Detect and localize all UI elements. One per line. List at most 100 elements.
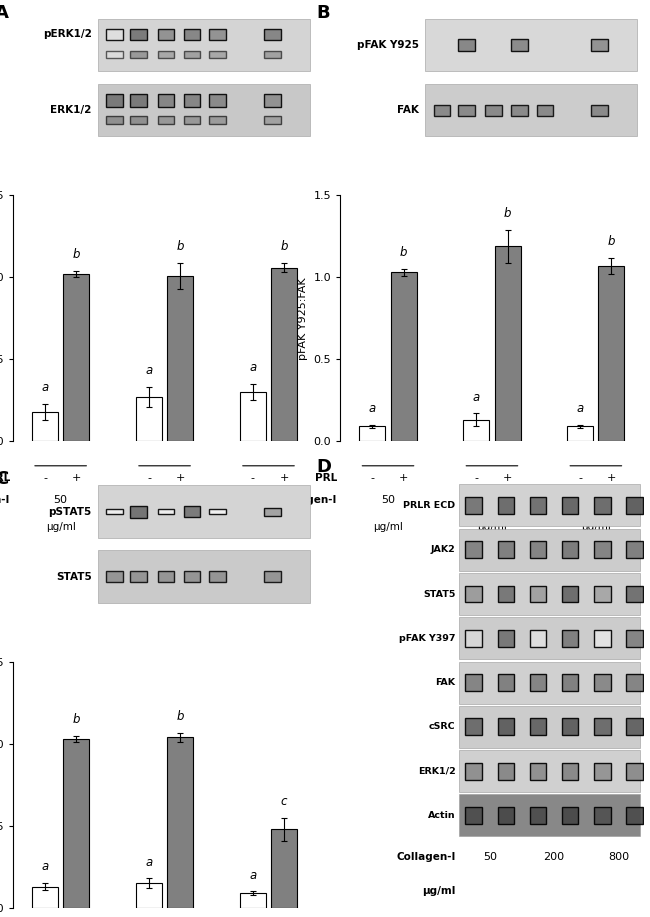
Text: a: a [369, 402, 376, 415]
Text: pFAK Y925: pFAK Y925 [358, 40, 419, 50]
Y-axis label: pFAK Y925:FAK: pFAK Y925:FAK [298, 277, 308, 359]
Text: 50: 50 [483, 852, 497, 862]
Bar [240, 392, 266, 441]
FancyBboxPatch shape [594, 763, 610, 779]
FancyBboxPatch shape [459, 750, 640, 792]
Text: 50: 50 [54, 495, 68, 505]
Text: pSTAT5: pSTAT5 [49, 507, 92, 516]
FancyBboxPatch shape [594, 807, 610, 823]
FancyBboxPatch shape [425, 83, 638, 137]
FancyBboxPatch shape [158, 28, 174, 39]
Text: Actin: Actin [428, 811, 456, 820]
FancyBboxPatch shape [264, 94, 281, 106]
Text: ERK1/2: ERK1/2 [418, 767, 456, 776]
FancyBboxPatch shape [497, 807, 514, 823]
Text: a: a [250, 361, 257, 374]
Text: 800: 800 [585, 495, 606, 505]
Bar [136, 397, 162, 441]
FancyBboxPatch shape [106, 571, 123, 582]
FancyBboxPatch shape [158, 51, 174, 59]
Text: PRL: PRL [315, 473, 337, 483]
Text: c: c [281, 795, 287, 808]
Text: 200: 200 [482, 495, 502, 505]
FancyBboxPatch shape [98, 550, 310, 603]
Text: +: + [280, 473, 289, 483]
Text: b: b [608, 235, 615, 248]
FancyBboxPatch shape [537, 105, 553, 116]
FancyBboxPatch shape [497, 763, 514, 779]
FancyBboxPatch shape [264, 508, 281, 515]
FancyBboxPatch shape [530, 630, 547, 646]
FancyBboxPatch shape [562, 807, 578, 823]
FancyBboxPatch shape [106, 28, 123, 39]
FancyBboxPatch shape [158, 116, 174, 124]
Text: -: - [474, 473, 478, 483]
FancyBboxPatch shape [562, 718, 578, 735]
FancyBboxPatch shape [465, 763, 482, 779]
FancyBboxPatch shape [209, 94, 226, 106]
FancyBboxPatch shape [158, 94, 174, 106]
FancyBboxPatch shape [158, 571, 174, 582]
FancyBboxPatch shape [594, 630, 610, 646]
FancyBboxPatch shape [209, 116, 226, 124]
FancyBboxPatch shape [626, 541, 643, 558]
FancyBboxPatch shape [530, 763, 547, 779]
FancyBboxPatch shape [158, 509, 174, 514]
FancyBboxPatch shape [458, 39, 474, 51]
Text: -: - [370, 473, 374, 483]
FancyBboxPatch shape [465, 497, 482, 514]
FancyBboxPatch shape [131, 28, 147, 39]
FancyBboxPatch shape [626, 497, 643, 514]
Text: b: b [400, 247, 408, 260]
Text: a: a [146, 364, 153, 377]
Bar [567, 426, 593, 441]
Bar [359, 426, 385, 441]
Text: B: B [316, 4, 330, 22]
Text: +: + [72, 473, 81, 483]
FancyBboxPatch shape [594, 674, 610, 691]
FancyBboxPatch shape [131, 116, 147, 124]
FancyBboxPatch shape [594, 718, 610, 735]
FancyBboxPatch shape [465, 586, 482, 602]
Text: FAK: FAK [397, 105, 419, 116]
Text: -: - [251, 473, 255, 483]
FancyBboxPatch shape [511, 39, 528, 51]
FancyBboxPatch shape [183, 28, 200, 39]
Text: -: - [43, 473, 47, 483]
Text: PRL: PRL [0, 473, 10, 483]
Text: b: b [176, 239, 184, 253]
Text: μg/ml: μg/ml [373, 523, 403, 533]
FancyBboxPatch shape [592, 105, 608, 116]
Text: 200: 200 [543, 852, 565, 862]
FancyBboxPatch shape [264, 28, 281, 39]
FancyBboxPatch shape [485, 105, 502, 116]
FancyBboxPatch shape [497, 541, 514, 558]
Text: 800: 800 [608, 852, 629, 862]
Text: A: A [0, 4, 8, 22]
FancyBboxPatch shape [562, 674, 578, 691]
Text: +: + [176, 473, 185, 483]
Text: μg/ml: μg/ml [422, 886, 456, 896]
Text: a: a [250, 868, 257, 881]
Bar [167, 737, 193, 908]
Text: C: C [0, 470, 8, 488]
Text: PRLR ECD: PRLR ECD [404, 501, 456, 510]
FancyBboxPatch shape [264, 116, 281, 124]
FancyBboxPatch shape [562, 630, 578, 646]
Text: ERK1/2: ERK1/2 [51, 105, 92, 116]
Bar [167, 276, 193, 441]
FancyBboxPatch shape [459, 529, 640, 570]
FancyBboxPatch shape [106, 94, 123, 106]
FancyBboxPatch shape [465, 674, 482, 691]
FancyBboxPatch shape [434, 105, 450, 116]
Text: +: + [503, 473, 512, 483]
Text: b: b [504, 207, 512, 220]
Text: 800: 800 [258, 495, 279, 505]
Bar [63, 274, 89, 441]
Text: μg/ml: μg/ml [150, 523, 179, 533]
Text: 200: 200 [154, 495, 175, 505]
FancyBboxPatch shape [626, 763, 643, 779]
Text: a: a [577, 402, 584, 415]
FancyBboxPatch shape [530, 497, 547, 514]
Bar [271, 268, 297, 441]
